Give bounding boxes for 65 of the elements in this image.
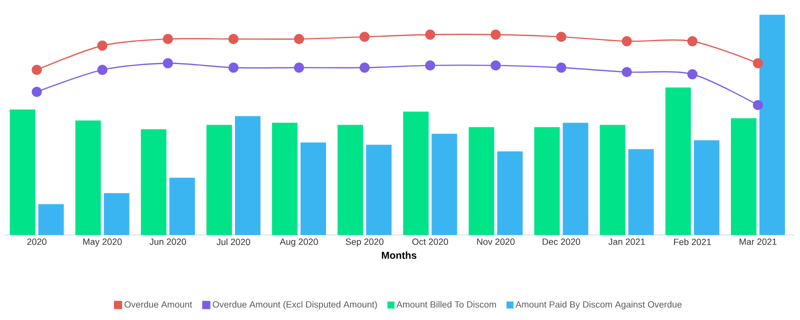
point xyxy=(359,62,370,73)
x-tick-label: Jul 2020 xyxy=(216,238,250,246)
bar xyxy=(628,149,654,235)
point xyxy=(228,34,239,44)
bar xyxy=(10,109,36,235)
point xyxy=(359,32,370,42)
point xyxy=(752,58,764,68)
point xyxy=(687,36,698,46)
point xyxy=(490,30,501,40)
point xyxy=(425,60,436,71)
legend-label: Overdue Amount (Excl Disputed Amount) xyxy=(212,301,377,310)
point xyxy=(162,58,174,68)
point xyxy=(294,34,304,44)
bar xyxy=(694,140,720,235)
bar xyxy=(104,193,130,235)
bar xyxy=(432,134,458,235)
point xyxy=(622,66,632,78)
bar xyxy=(403,112,429,235)
x-tick-label: Nov 2020 xyxy=(477,238,515,245)
bar xyxy=(366,144,392,235)
x-tick-label: Jan 2021 xyxy=(608,238,645,245)
bar xyxy=(562,122,588,235)
bar xyxy=(75,120,101,235)
point xyxy=(622,36,632,46)
bar xyxy=(272,122,298,235)
point xyxy=(97,40,108,51)
point xyxy=(32,64,42,75)
bar xyxy=(759,14,785,235)
bar xyxy=(38,204,64,235)
point xyxy=(556,62,566,73)
bar xyxy=(206,124,232,235)
point xyxy=(490,60,501,71)
x-tick-label: Jun 2020 xyxy=(150,238,186,245)
x-tick-label: Mar 2021 xyxy=(740,238,776,245)
bar xyxy=(497,151,523,235)
bar xyxy=(169,178,195,235)
x-tick-label: Feb 2021 xyxy=(674,238,711,246)
point xyxy=(228,62,239,73)
x-tick-label: Sep 2020 xyxy=(346,238,384,247)
legend-label: Overdue Amount xyxy=(124,301,192,308)
x-axis-title: Months xyxy=(382,252,416,259)
legend-label: Amount Billed To Discom xyxy=(396,301,496,308)
point xyxy=(687,69,698,80)
bar xyxy=(730,118,756,235)
point xyxy=(97,64,108,75)
bar xyxy=(468,127,494,235)
bar xyxy=(300,142,326,235)
point xyxy=(425,30,436,40)
x-tick-label: Aug 2020 xyxy=(280,238,318,247)
bar xyxy=(665,87,691,235)
bar xyxy=(140,129,166,235)
point xyxy=(556,32,566,42)
bar xyxy=(600,124,626,235)
x-tick-label: May 2020 xyxy=(83,238,122,247)
bar xyxy=(234,116,260,235)
bar xyxy=(534,127,560,235)
x-tick-label: 2020 xyxy=(27,238,46,245)
bar xyxy=(338,124,364,235)
point xyxy=(162,34,174,44)
legend-label: Amount Paid By Discom Against Overdue xyxy=(516,301,682,310)
x-tick-label: Oct 2020 xyxy=(412,238,448,245)
point xyxy=(294,62,304,73)
point xyxy=(752,100,764,110)
x-tick-label: Dec 2020 xyxy=(542,238,580,245)
point xyxy=(32,86,42,97)
